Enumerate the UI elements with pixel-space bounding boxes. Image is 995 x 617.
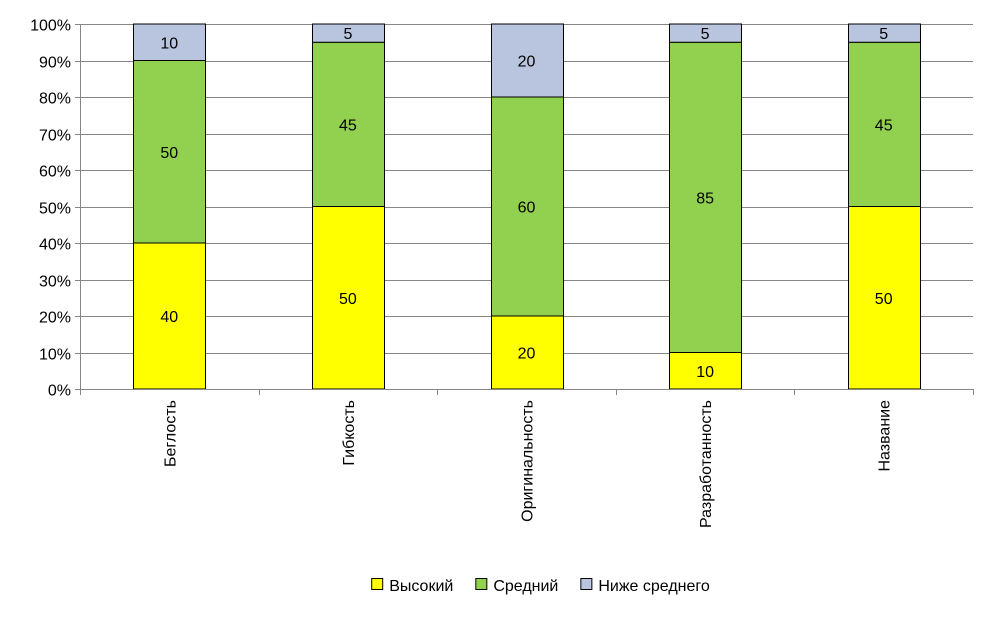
data-label: 20 bbox=[518, 346, 536, 363]
data-label: 5 bbox=[701, 26, 710, 43]
x-tick-label: Оригинальность bbox=[520, 400, 537, 522]
data-label: 50 bbox=[875, 291, 893, 308]
data-label: 50 bbox=[160, 145, 178, 162]
data-label: 5 bbox=[879, 26, 888, 43]
y-tick-label: 0% bbox=[48, 383, 71, 400]
data-label: 45 bbox=[339, 117, 357, 134]
y-tick-label: 40% bbox=[39, 237, 71, 254]
bar-segment-3 bbox=[491, 23, 564, 98]
bar-segment-2 bbox=[312, 41, 385, 207]
x-tick-label: Беглость bbox=[162, 400, 179, 467]
data-label: 50 bbox=[339, 291, 357, 308]
legend-swatch bbox=[580, 578, 593, 590]
legend-swatch bbox=[475, 578, 488, 590]
x-tick-label: Гибкость bbox=[341, 400, 358, 466]
legend-swatch bbox=[371, 578, 384, 590]
y-tick-label: 90% bbox=[39, 55, 71, 72]
y-tick-label: 70% bbox=[39, 128, 71, 145]
legend-label: Ниже среднего bbox=[598, 578, 710, 595]
y-tick-label: 50% bbox=[39, 201, 71, 218]
legend-label: Средний bbox=[493, 578, 558, 595]
data-label: 20 bbox=[518, 54, 536, 71]
x-axis: Беглость Гибкость Оригинальность Разработан… bbox=[80, 389, 974, 528]
legend: Высокий Средний Ниже среднего bbox=[371, 578, 710, 595]
bar-segment-3 bbox=[848, 23, 921, 43]
y-tick-label: 10% bbox=[39, 347, 71, 364]
bars: 40 50 10 50 45 5 20 60 20 10 85 5 50 45 5 bbox=[133, 23, 921, 390]
bar-segment-2 bbox=[491, 96, 564, 317]
data-label: 85 bbox=[696, 190, 714, 207]
bar-segment-2 bbox=[133, 60, 206, 244]
y-tick-label: 60% bbox=[39, 164, 71, 181]
bar-segment-3 bbox=[312, 23, 385, 43]
data-label: 45 bbox=[875, 117, 893, 134]
bar-segment-1 bbox=[848, 206, 921, 390]
bar-segment-3 bbox=[669, 23, 742, 43]
bar-segment-3 bbox=[133, 23, 206, 61]
bar-segment-2 bbox=[669, 41, 742, 353]
y-tick-label: 30% bbox=[39, 274, 71, 291]
data-label: 5 bbox=[343, 26, 352, 43]
y-tick-label: 80% bbox=[39, 91, 71, 108]
y-tick-label: 100% bbox=[30, 18, 71, 35]
x-tick-label: Название bbox=[877, 400, 894, 472]
bar-segment-1 bbox=[669, 352, 742, 390]
data-label: 10 bbox=[696, 364, 714, 381]
data-label: 60 bbox=[518, 200, 536, 217]
bar-segment-2 bbox=[848, 41, 921, 207]
data-label: 10 bbox=[160, 35, 178, 52]
data-label: 40 bbox=[160, 309, 178, 326]
legend-label: Высокий bbox=[389, 578, 453, 595]
y-axis: 0% 10% 20% 30% 40% 50% 60% 70% 80% 90% 100% bbox=[30, 18, 81, 400]
y-tick-label: 20% bbox=[39, 310, 71, 327]
x-tick-label: Разработанность bbox=[698, 400, 715, 528]
